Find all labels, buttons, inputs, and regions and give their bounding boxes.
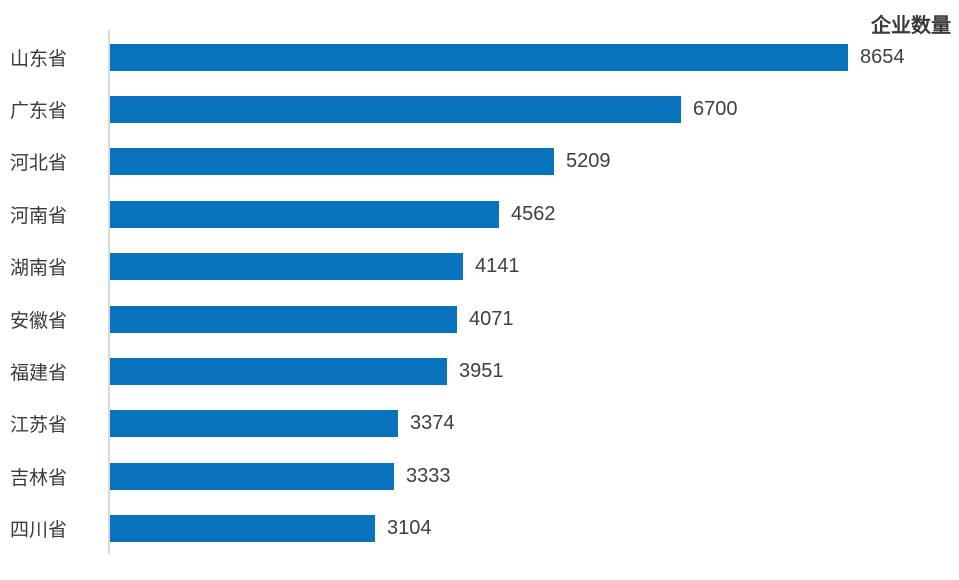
category-label: 广东省 bbox=[10, 101, 68, 123]
value-label: 4141 bbox=[475, 255, 520, 278]
bar-row: 江苏省 3374 bbox=[0, 398, 959, 450]
bar bbox=[110, 96, 681, 124]
bar-row: 广东省 6700 bbox=[0, 83, 959, 135]
category-label: 山东省 bbox=[10, 48, 68, 70]
bar-track: 8654 bbox=[110, 31, 959, 83]
value-label: 6700 bbox=[693, 98, 738, 121]
bar bbox=[110, 43, 848, 71]
bar bbox=[110, 462, 394, 490]
bar-track: 6700 bbox=[110, 83, 959, 135]
value-label: 4562 bbox=[511, 202, 556, 225]
bar-track: 3951 bbox=[110, 345, 959, 397]
value-label: 3951 bbox=[459, 360, 504, 383]
bar bbox=[110, 148, 554, 176]
bar-row: 吉林省 3333 bbox=[0, 450, 959, 502]
bar-row: 湖南省 4141 bbox=[0, 241, 959, 293]
bar-track: 4562 bbox=[110, 188, 959, 240]
category-label: 安徽省 bbox=[10, 310, 68, 332]
bar bbox=[110, 305, 457, 333]
bar-row: 山东省 8654 bbox=[0, 31, 959, 83]
bar-track: 4141 bbox=[110, 241, 959, 293]
y-axis-line bbox=[108, 30, 110, 554]
chart-title: 企业数量 bbox=[871, 15, 951, 37]
bar-row: 河北省 5209 bbox=[0, 136, 959, 188]
bar-rows: 山东省 8654 广东省 6700 河北省 5209 河南省 4562 湖南省 … bbox=[0, 31, 959, 555]
bar bbox=[110, 515, 375, 543]
value-label: 3333 bbox=[406, 464, 451, 487]
bar bbox=[110, 200, 499, 228]
bar bbox=[110, 358, 447, 386]
value-label: 4071 bbox=[469, 307, 514, 330]
bar-track: 3333 bbox=[110, 450, 959, 502]
bar bbox=[110, 253, 463, 281]
category-label: 河北省 bbox=[10, 153, 68, 175]
bar-track: 3104 bbox=[110, 503, 959, 555]
category-label: 湖南省 bbox=[10, 258, 68, 280]
bar-row: 安徽省 4071 bbox=[0, 293, 959, 345]
category-label: 四川省 bbox=[10, 520, 68, 542]
bar-row: 福建省 3951 bbox=[0, 345, 959, 397]
value-label: 8654 bbox=[860, 45, 905, 68]
bar bbox=[110, 410, 398, 438]
category-label: 河南省 bbox=[10, 205, 68, 227]
value-label: 5209 bbox=[566, 150, 611, 173]
category-label: 江苏省 bbox=[10, 415, 68, 437]
value-label: 3374 bbox=[410, 412, 455, 435]
bar-track: 4071 bbox=[110, 293, 959, 345]
bar-row: 河南省 4562 bbox=[0, 188, 959, 240]
bar-row: 四川省 3104 bbox=[0, 503, 959, 555]
category-label: 吉林省 bbox=[10, 467, 68, 489]
value-label: 3104 bbox=[387, 517, 432, 540]
bar-track: 5209 bbox=[110, 136, 959, 188]
category-label: 福建省 bbox=[10, 363, 68, 385]
bar-track: 3374 bbox=[110, 398, 959, 450]
